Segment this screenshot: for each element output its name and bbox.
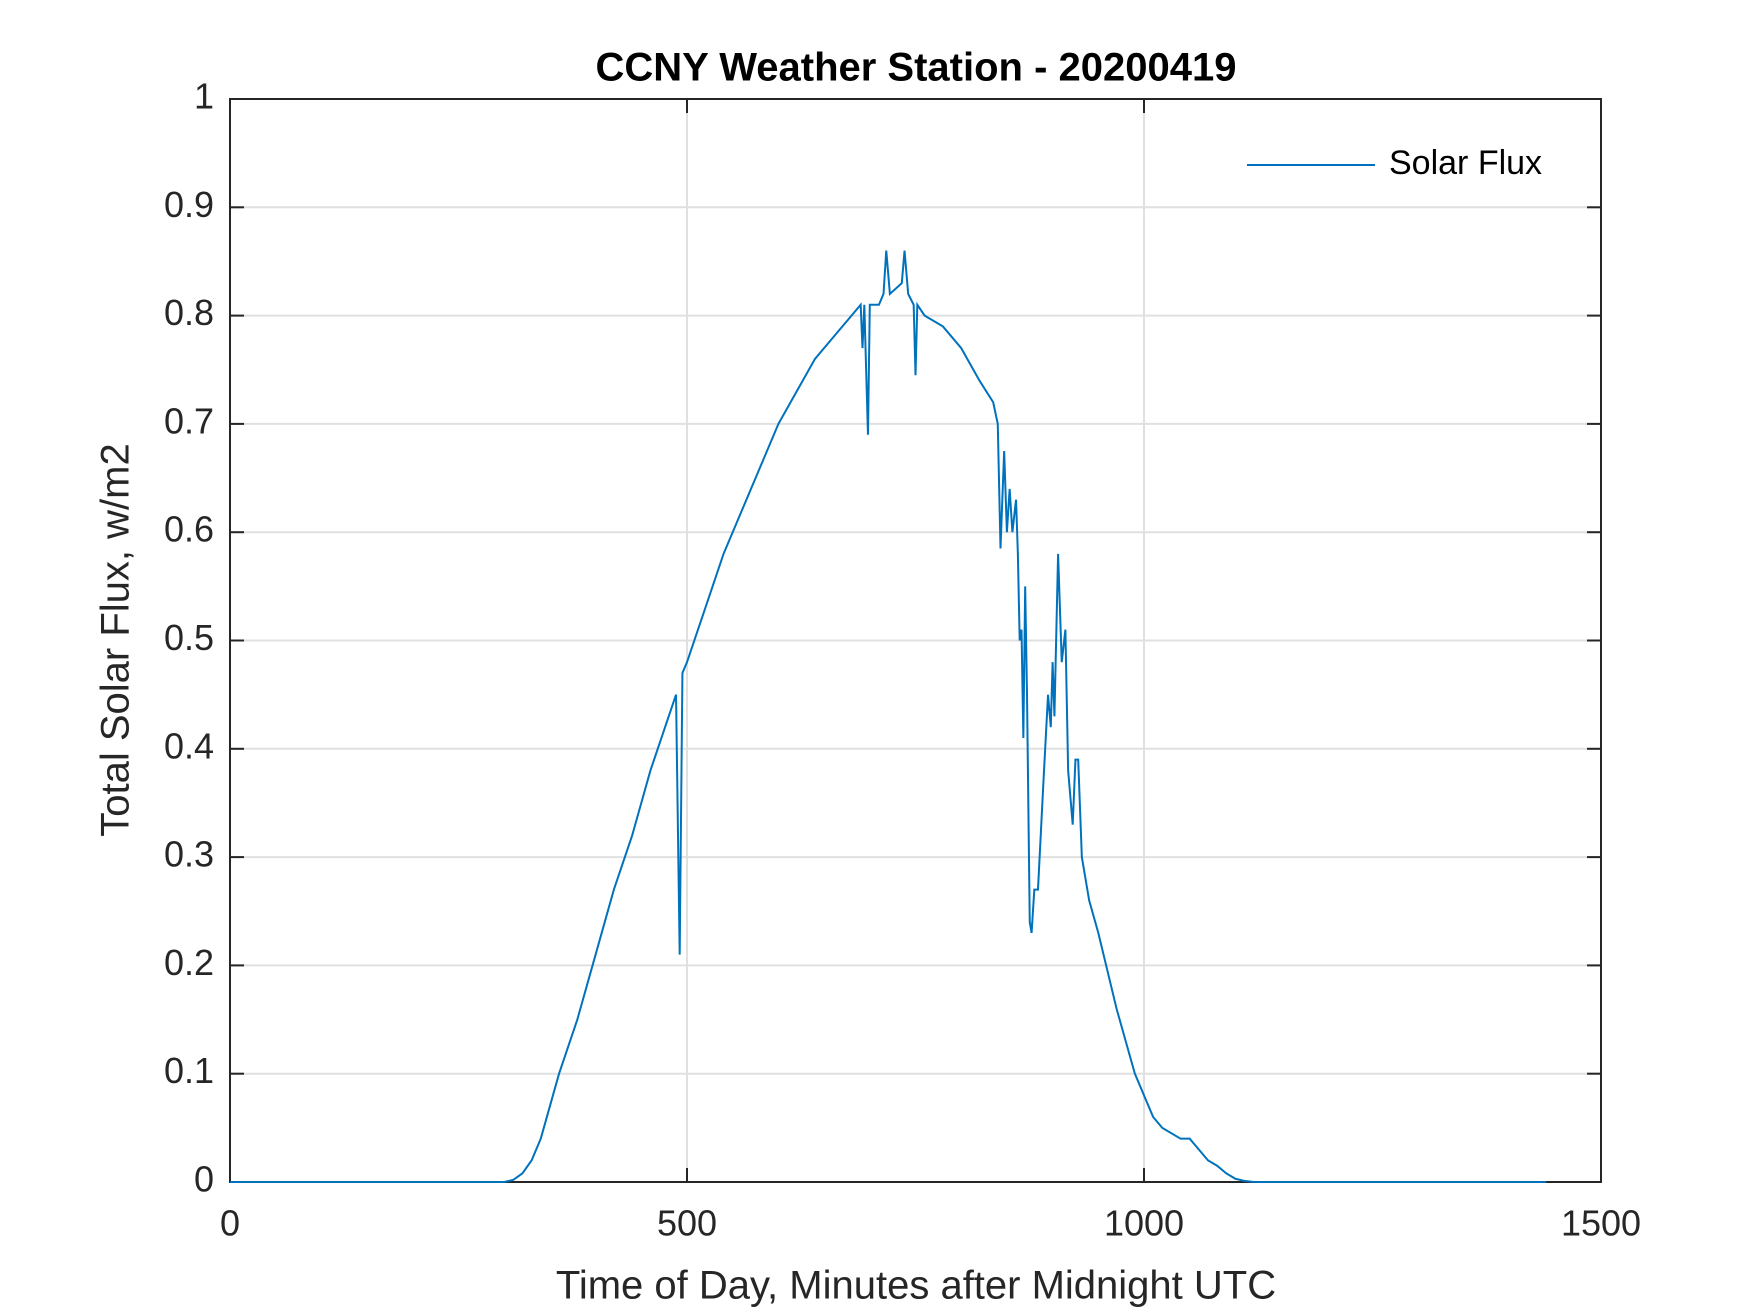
chart-title: CCNY Weather Station - 20200419 (596, 46, 1237, 90)
y-tick-label: 0.1 (164, 1050, 214, 1091)
y-tick-label: 0.4 (164, 725, 214, 766)
y-tick-label: 0.8 (164, 292, 214, 333)
y-tick-label: 1 (194, 76, 214, 117)
y-tick-label: 0.9 (164, 184, 214, 225)
data-line (230, 250, 1547, 1183)
y-tick-label: 0.5 (164, 617, 214, 658)
y-axis-label: Total Solar Flux, w/m2 (94, 443, 138, 836)
y-tick-label: 0.6 (164, 509, 214, 550)
x-tick-label: 500 (657, 1203, 717, 1244)
y-tick-label: 0 (194, 1159, 214, 1200)
legend-label: Solar Flux (1389, 144, 1542, 182)
y-tick-label: 0.7 (164, 400, 214, 441)
x-tick-label: 1000 (1104, 1203, 1184, 1244)
x-axis-label: Time of Day, Minutes after Midnight UTC (556, 1264, 1276, 1308)
y-tick-label: 0.2 (164, 942, 214, 983)
y-tick-label: 0.3 (164, 834, 214, 875)
plot-frame (229, 98, 1602, 1183)
x-tick-label: 0 (220, 1203, 240, 1244)
x-tick-label: 1500 (1561, 1203, 1641, 1244)
